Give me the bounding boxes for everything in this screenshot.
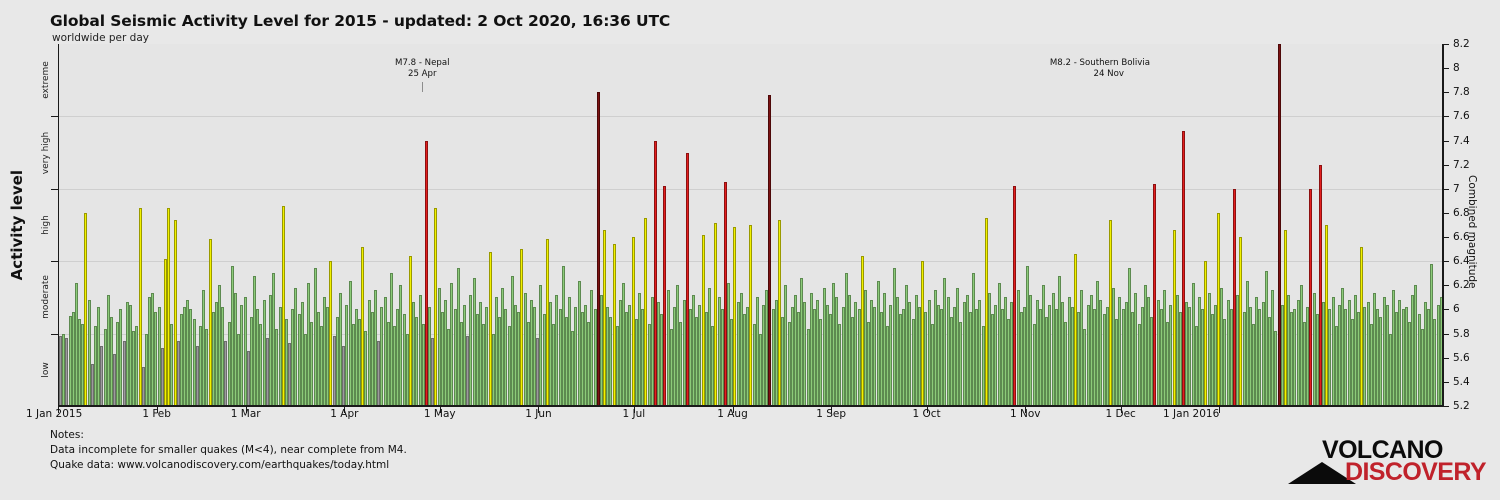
x-axis-label-1-Nov: 1 Nov <box>1009 408 1041 420</box>
x-axis-label-1-Jan-2016: 1 Jan 2016 <box>1163 408 1220 420</box>
x-axis-label-1-Sep: 1 Sep <box>816 408 847 420</box>
y-axis-right-label-5.2: 5.2 <box>1453 400 1470 412</box>
y-axis-right-tick <box>1442 381 1449 383</box>
y-axis-left-tick <box>51 116 58 118</box>
gridline <box>59 188 1442 190</box>
notes-block: Notes: Data incomplete for smaller quake… <box>50 428 407 473</box>
x-axis-label-1-May: 1 May <box>423 408 456 420</box>
plot-area <box>58 44 1443 406</box>
x-axis-label-1-Jul: 1 Jul <box>622 408 646 420</box>
y-axis-left-tick <box>51 333 58 335</box>
y-axis-right-tick <box>1442 237 1449 239</box>
x-axis-label-1-Dec: 1 Dec <box>1105 408 1136 420</box>
x-axis-label-1-Jan-2015: 1 Jan 2015 <box>26 408 83 420</box>
x-axis-label-1-Aug: 1 Aug <box>717 408 748 420</box>
y-axis-right-tick <box>1442 44 1449 45</box>
x-axis-line <box>58 405 1442 407</box>
annotation-2: M8.2 - Southern Bolivia 24 Nov <box>1008 58 1192 80</box>
y-axis-right-label-5.6: 5.6 <box>1453 351 1470 364</box>
x-axis-label-1-Oct: 1 Oct <box>912 408 941 420</box>
y-axis-right-tick <box>1442 212 1449 214</box>
y-axis-right-label-8: 8 <box>1453 62 1460 75</box>
x-axis-tick <box>439 406 441 413</box>
y-axis-right-label-6.6: 6.6 <box>1453 231 1470 244</box>
chart-title: Global Seismic Activity Level for 2015 -… <box>50 12 671 30</box>
x-axis-label-1-Mar: 1 Mar <box>230 408 261 420</box>
x-axis-tick <box>926 406 928 413</box>
x-axis-tick <box>156 406 158 413</box>
y-axis-right-label-6.8: 6.8 <box>1453 206 1470 219</box>
x-axis-tick <box>58 406 59 413</box>
y-axis-right-label-7.2: 7.2 <box>1453 158 1470 171</box>
volcano-discovery-logo: VOLCANO DISCOVERY <box>1288 436 1487 486</box>
y-axis-left-title: Activity level <box>8 170 26 281</box>
chart-subtitle: worldwide per day <box>52 32 149 44</box>
annotation-2-title: M8.2 - Southern Bolivia <box>1049 58 1151 68</box>
y-axis-left-tick <box>51 188 58 190</box>
y-axis-right-label-8.2: 8.2 <box>1453 38 1470 50</box>
y-axis-right-tick <box>1442 92 1449 94</box>
annotation-2-date: 24 Nov <box>1093 69 1124 79</box>
y-axis-right-label-7.8: 7.8 <box>1453 86 1470 99</box>
y-axis-right-label-7.4: 7.4 <box>1453 134 1470 147</box>
x-axis-tick <box>732 406 734 413</box>
x-axis-tick <box>1120 406 1122 413</box>
x-axis-label-1-Feb: 1 Feb <box>142 408 171 420</box>
y-axis-right-label-5.8: 5.8 <box>1453 327 1470 340</box>
volcano-mountain-icon <box>1288 462 1356 484</box>
y-axis-right-label-7.6: 7.6 <box>1453 110 1470 123</box>
y-axis-right-tick <box>1442 68 1449 70</box>
x-axis-label-1-Apr: 1 Apr <box>330 408 359 420</box>
y-axis-right-label-7: 7 <box>1453 182 1460 195</box>
x-axis-tick <box>1025 406 1027 413</box>
y-axis-right-tick <box>1442 188 1449 190</box>
y-axis-right-tick <box>1442 357 1449 359</box>
y-axis-right-label-5.4: 5.4 <box>1453 375 1470 388</box>
y-axis-right-tick <box>1442 285 1449 287</box>
x-axis-tick <box>245 406 247 413</box>
y-axis-right-tick <box>1442 309 1449 311</box>
x-axis-tick <box>633 406 635 413</box>
y-axis-right-label-6.2: 6.2 <box>1453 279 1470 292</box>
y-axis-right-line <box>1442 44 1444 406</box>
annotation-1-leader-line <box>422 82 424 93</box>
bar-series <box>59 44 1443 406</box>
y-axis-left-tick <box>51 261 58 263</box>
y-axis-right-title: Combined magnitude <box>1466 175 1478 289</box>
y-axis-right-label-6.4: 6.4 <box>1453 255 1470 268</box>
y-axis-right-tick <box>1442 140 1449 142</box>
annotation-1: M7.8 - Nepal 25 Apr <box>352 58 492 80</box>
gridline <box>59 116 1442 118</box>
notes-heading: Notes: <box>50 429 84 441</box>
x-axis-label-1-Jun: 1 Jun <box>525 408 552 420</box>
y-axis-right-tick <box>1442 116 1449 118</box>
annotation-1-title: M7.8 - Nepal <box>395 58 450 68</box>
y-axis-right-tick <box>1442 261 1449 263</box>
annotation-1-date: 25 Apr <box>408 69 437 79</box>
x-axis-tick <box>344 406 346 413</box>
logo-word-discovery: DISCOVERY <box>1345 458 1487 486</box>
notes-line-1: Data incomplete for smaller quakes (M<4)… <box>50 444 407 456</box>
notes-line-2: Quake data: www.volcanodiscovery.com/ear… <box>50 459 390 471</box>
x-axis-tick <box>538 406 540 413</box>
logo-word-volcano: VOLCANO <box>1322 436 1443 464</box>
y-axis-right-tick <box>1442 406 1449 407</box>
y-axis-right-tick <box>1442 164 1449 166</box>
y-axis-right-tick <box>1442 333 1449 335</box>
x-axis-tick <box>1219 406 1221 413</box>
y-axis-right-label-6: 6 <box>1453 303 1460 316</box>
x-axis-tick <box>831 406 833 413</box>
